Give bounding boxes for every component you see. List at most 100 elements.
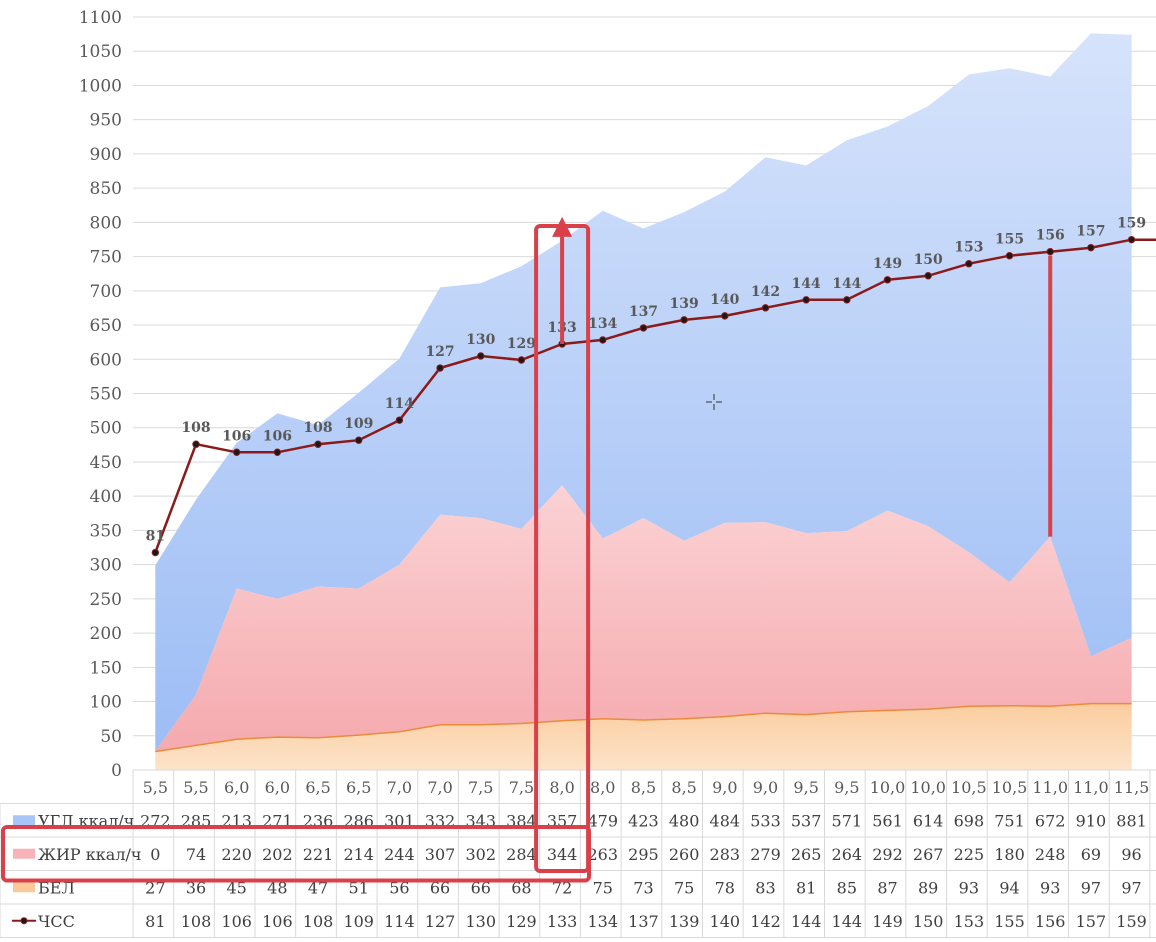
x-tick-label: 10,5 (992, 778, 1028, 797)
table-cell: 106 (221, 912, 252, 931)
heart-rate-point (395, 416, 404, 424)
table-cell: 93 (959, 878, 979, 897)
y-tick-label: 150 (90, 658, 122, 678)
table-cell: 66 (430, 878, 450, 897)
table-cell: 129 (506, 912, 537, 931)
table-cell: 142 (750, 912, 781, 931)
table-cell: 127 (425, 912, 456, 931)
table-cell: 155 (994, 912, 1025, 931)
table-cell: 74 (186, 845, 206, 864)
heart-rate-point (517, 356, 526, 364)
table-cell: 149 (872, 912, 903, 931)
carbs-area (155, 33, 1132, 752)
table-cell: 150 (913, 912, 944, 931)
table-cell: 267 (913, 845, 944, 864)
x-tick-label: 11,0 (1073, 778, 1109, 797)
table-cell: 89 (918, 878, 938, 897)
heart-rate-data-label: 108 (303, 420, 332, 436)
table-cell: 0 (150, 845, 160, 864)
table-cell: 571 (832, 811, 863, 830)
heart-rate-point (1005, 252, 1014, 260)
heart-rate-data-label: 140 (710, 292, 739, 308)
table-cell: 295 (628, 845, 659, 864)
y-tick-label: 100 (90, 693, 122, 713)
y-tick-label: 750 (90, 248, 122, 268)
table-cell: 248 (1035, 845, 1066, 864)
crosshair-cursor-icon (706, 394, 722, 410)
heart-rate-series-line (154, 238, 1156, 553)
heart-rate-data-label: 137 (629, 304, 658, 320)
heart-rate-data-label: 109 (344, 416, 373, 432)
x-tick-label: 5,5 (183, 778, 208, 797)
table-cell: 672 (1035, 811, 1066, 830)
table-cell: 344 (547, 845, 578, 864)
table-cell: 480 (669, 811, 700, 830)
annotations (1, 216, 1053, 883)
table-cell: 47 (308, 878, 328, 897)
x-tick-label: 6,5 (305, 778, 330, 797)
table-cell: 910 (1076, 811, 1107, 830)
table-cell: 307 (425, 845, 456, 864)
table-cell: 264 (832, 845, 863, 864)
table-cell: 109 (343, 912, 374, 931)
table-cell: 36 (186, 878, 206, 897)
table-cell: 108 (181, 912, 212, 931)
heart-rate-data-label: 127 (425, 344, 454, 360)
table-cell: 97 (1121, 878, 1141, 897)
data-table: 5,5 5,5 6,0 6,0 6,5 6,5 7,0 7,0 7,5 7,5 8,0 8,0 8,5 8… (0, 769, 1156, 938)
heart-rate-point (192, 440, 200, 448)
y-tick-label: 1000 (79, 76, 122, 96)
x-tick-label: 9,0 (753, 778, 778, 797)
table-cell: 51 (349, 878, 369, 897)
y-tick-label: 500 (90, 419, 122, 439)
legend-swatch (13, 882, 35, 893)
fat-area (155, 485, 1132, 752)
heart-rate-point (151, 548, 160, 557)
y-tick-label: 350 (90, 521, 122, 541)
table-cell: 561 (872, 811, 903, 830)
y-tick-label: 700 (90, 282, 122, 302)
table-cell: 159 (1116, 912, 1147, 931)
table-cell: 260 (669, 845, 700, 864)
table-cell: 75 (674, 878, 694, 897)
x-tick-label: 9,5 (834, 778, 859, 797)
x-tick-label: 6,0 (224, 778, 249, 797)
x-tick-label: 8,5 (631, 778, 656, 797)
x-tick-label: 11,5 (1114, 778, 1150, 797)
table-cell: 537 (791, 811, 822, 830)
heart-rate-point (761, 304, 770, 312)
y-axis: 0 50 100 150 200 250 300 350 400 450 500 550 600 650 7… (79, 8, 122, 781)
legend-entry: ЖИР ккал/ч (38, 845, 141, 864)
table-cell: 93 (1040, 878, 1060, 897)
heart-rate-point (721, 312, 729, 320)
heart-rate-data-label: 142 (751, 284, 780, 300)
heart-rate-data-label: 139 (670, 296, 699, 312)
table-cell: 220 (221, 845, 252, 864)
table-cell: 108 (303, 912, 334, 931)
heart-rate-data-label: 155 (995, 232, 1024, 248)
heart-rate-line: 8110810610610810911412713012913313413713… (146, 216, 1156, 557)
table-cell: 533 (750, 811, 781, 830)
table-cell: 698 (954, 811, 985, 830)
table-cell: 265 (791, 845, 822, 864)
table-cell: 134 (587, 912, 618, 931)
heart-rate-point (232, 448, 241, 456)
table-cell: 130 (465, 912, 496, 931)
table-cell: 225 (954, 845, 985, 864)
x-tick-label: 10,5 (951, 778, 987, 797)
table-cell: 114 (384, 912, 415, 931)
y-tick-label: 400 (90, 487, 122, 507)
table-cell: 479 (587, 811, 618, 830)
table-cell: 144 (832, 912, 863, 931)
table-cell: 66 (471, 878, 491, 897)
table-cell: 244 (384, 845, 415, 864)
table-cell: 45 (227, 878, 247, 897)
heart-rate-point (883, 276, 892, 284)
table-cell: 180 (994, 845, 1025, 864)
table-cell: 69 (1081, 845, 1101, 864)
table-cell: 157 (1076, 912, 1107, 931)
x-tick-label: 6,0 (265, 778, 290, 797)
x-tick-label: 5,5 (143, 778, 168, 797)
x-tick-label: 8,0 (549, 778, 574, 797)
